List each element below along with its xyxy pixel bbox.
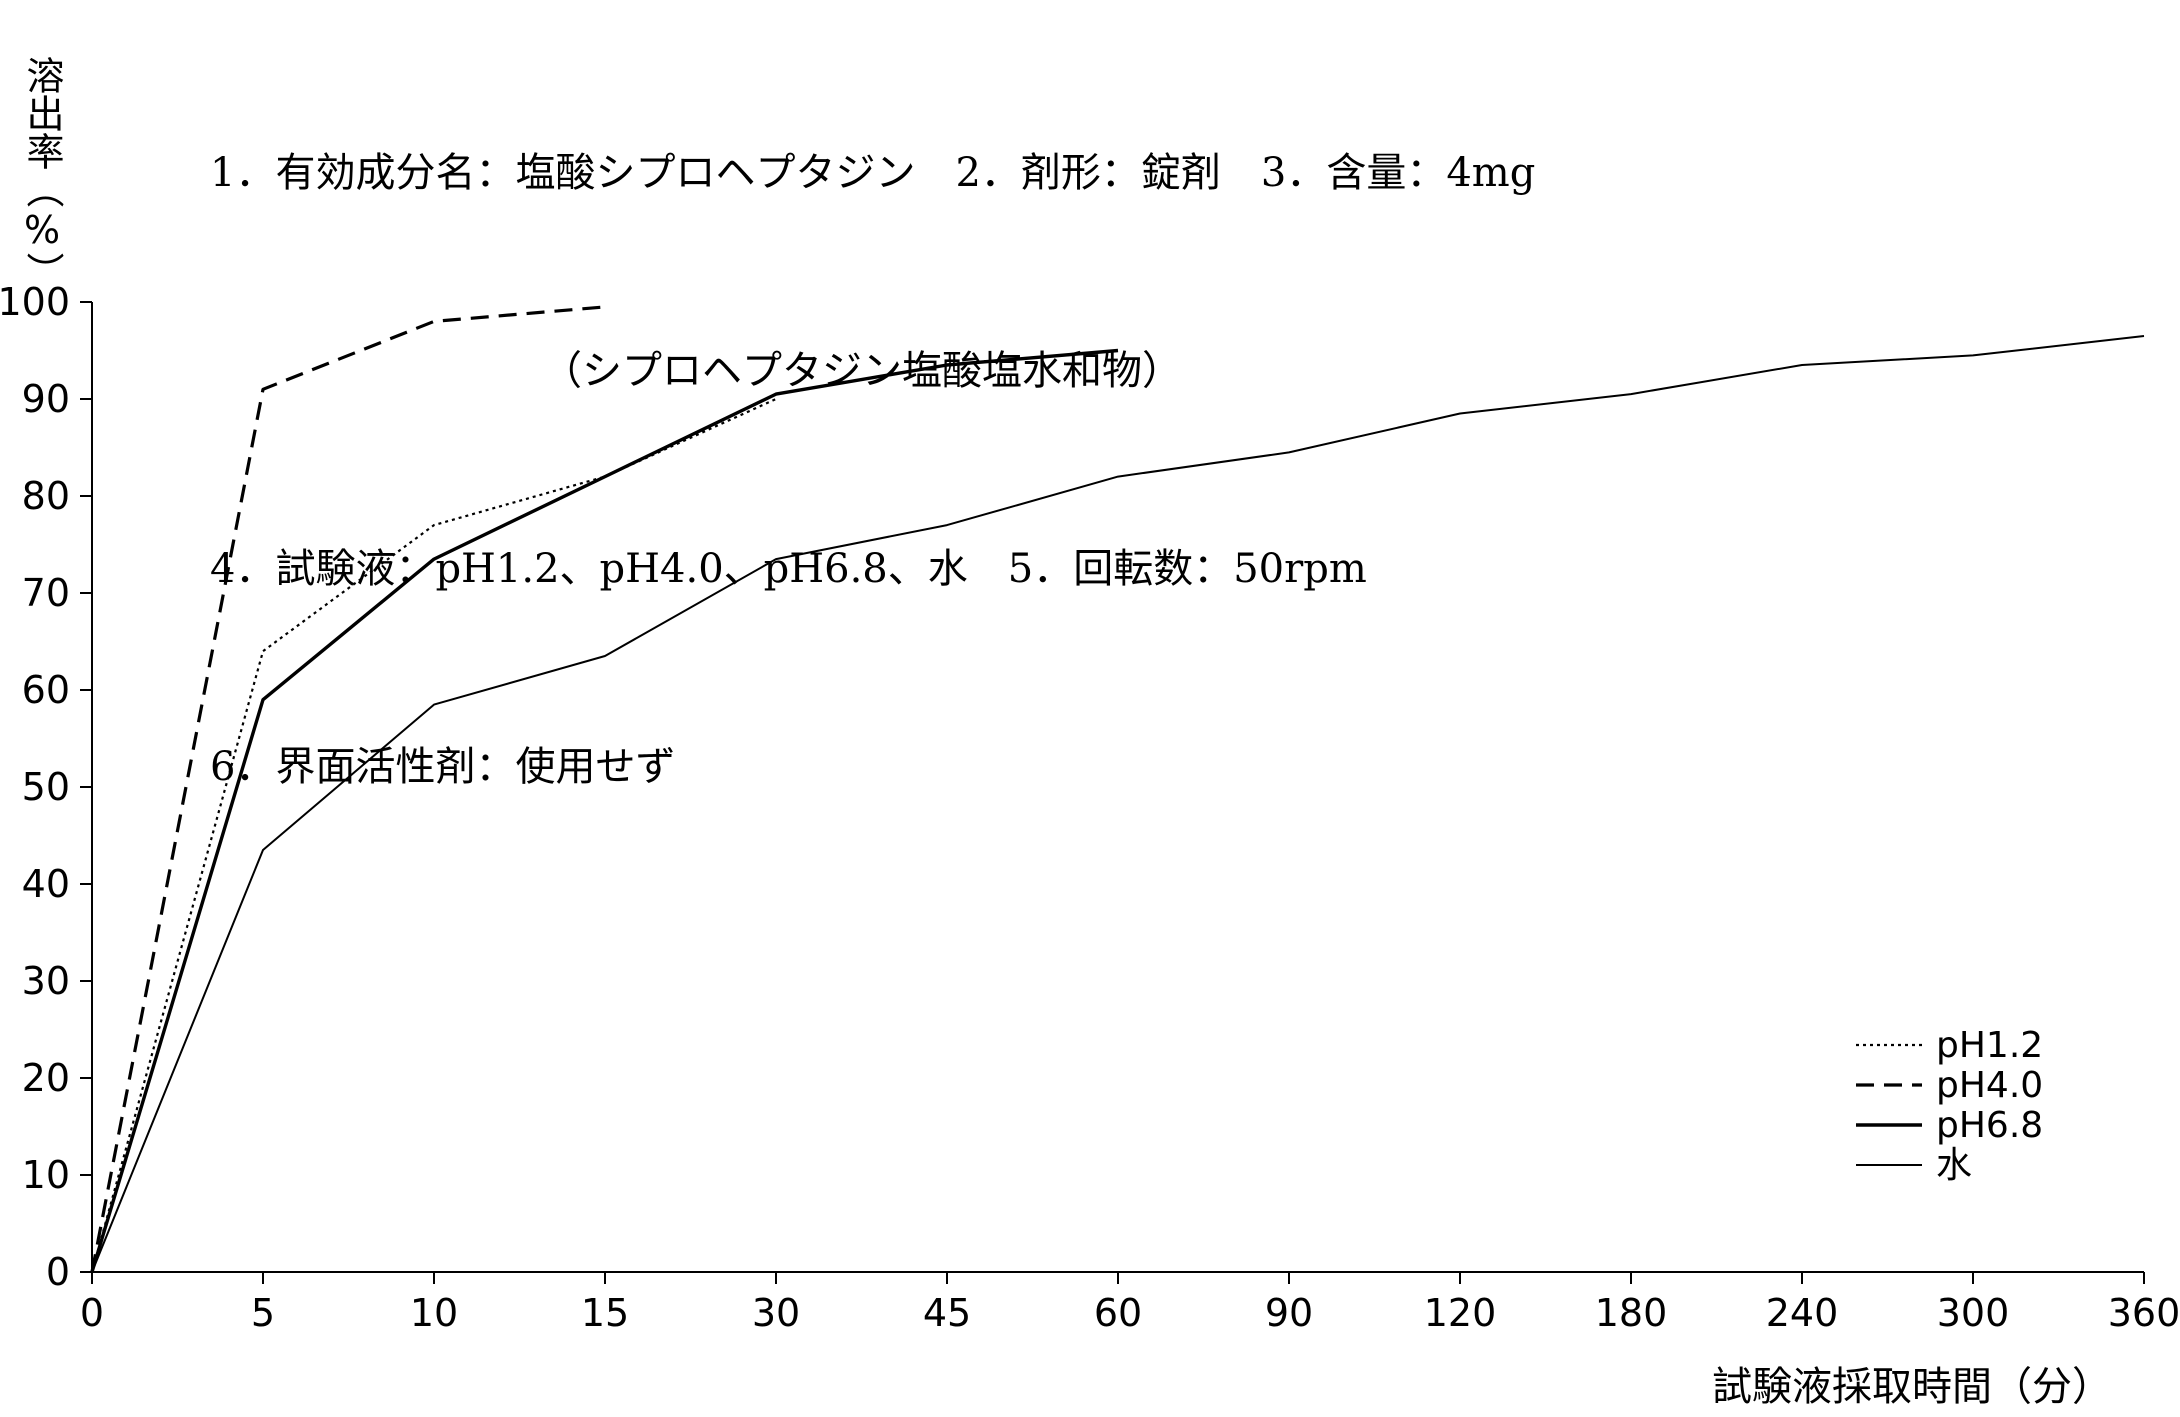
ticks: 0 10 20 30 40 50 60 70 80 90 100 0 5 10 15 30 45 60 90 120 1… — [0, 280, 2180, 1335]
header-line-1: 1．有効成分名：塩酸シプロヘプタジン 2．剤形：錠剤 3．含量：4mg — [210, 150, 1536, 196]
y-tick-label: 90 — [22, 377, 70, 421]
y-tick-label: 50 — [22, 765, 70, 809]
series-line-0 — [90, 397, 777, 1273]
x-tick-label: 360 — [2108, 1291, 2180, 1335]
x-tick-label: 30 — [752, 1291, 800, 1335]
x-tick-label: 120 — [1424, 1291, 1497, 1335]
legend-label: pH4.0 — [1936, 1065, 2043, 1106]
series-lines — [90, 305, 2145, 1273]
x-tick-label: 5 — [251, 1291, 275, 1335]
y-tick-label: 100 — [0, 280, 70, 324]
series-line-1 — [90, 305, 606, 1273]
y-tick-label: 70 — [22, 571, 70, 615]
axes — [91, 302, 2144, 1273]
x-tick-label: 0 — [80, 1291, 104, 1335]
x-tick-label: 45 — [923, 1291, 971, 1335]
x-tick-label: 180 — [1595, 1291, 1668, 1335]
x-tick-label: 60 — [1094, 1291, 1142, 1335]
x-tick-label: 300 — [1937, 1291, 2010, 1335]
x-tick-label: 15 — [581, 1291, 629, 1335]
y-tick-label: 40 — [22, 862, 70, 906]
series-line-2 — [90, 348, 1119, 1273]
y-tick-label: 60 — [22, 668, 70, 712]
y-tick-label: 20 — [22, 1056, 70, 1100]
header-line-3: 4．試験液：pH1.2、pH4.0、pH6.8、水 5．回転数：50rpm — [210, 546, 1367, 592]
x-tick-label: 10 — [410, 1291, 458, 1335]
header-line-4: 6．界面活性剤：使用せず — [210, 744, 676, 790]
y-tick-label: 10 — [22, 1153, 70, 1197]
y-tick-label: 0 — [46, 1250, 70, 1294]
series-line-3 — [91, 335, 2145, 1273]
legend-label: pH6.8 — [1936, 1105, 2043, 1146]
y-tick-label: 80 — [22, 474, 70, 518]
y-tick-label: 30 — [22, 959, 70, 1003]
x-tick-label: 240 — [1766, 1291, 1839, 1335]
legend-label: pH1.2 — [1936, 1025, 2043, 1066]
x-tick-label: 90 — [1265, 1291, 1313, 1335]
legend-label: 水 — [1936, 1145, 1972, 1186]
x-axis-label: 試験液採取時間（分） — [1712, 1364, 2112, 1410]
y-axis-label: 溶出率（%） — [20, 56, 64, 290]
